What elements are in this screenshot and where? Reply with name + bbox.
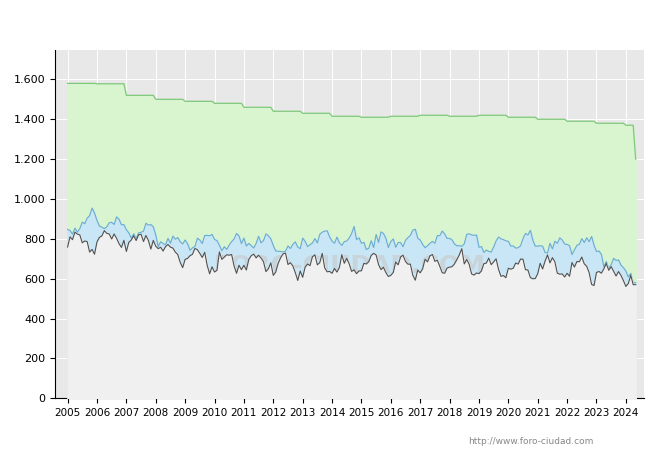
Text: FORO-CIUDAD.COM: FORO-CIUDAD.COM [213,254,486,278]
Text: Puebla de Don Fadrique - Evolucion de la poblacion en edad de Trabajar Mayo de 2: Puebla de Don Fadrique - Evolucion de la… [88,16,562,27]
Text: http://www.foro-ciudad.com: http://www.foro-ciudad.com [468,436,593,446]
